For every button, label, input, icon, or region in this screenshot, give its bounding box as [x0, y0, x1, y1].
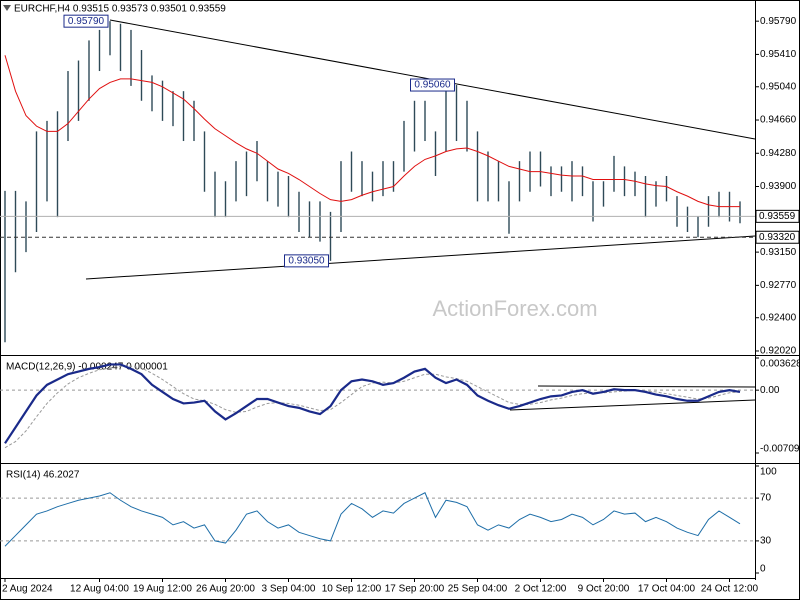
y-tick-label: 0.95790: [760, 16, 797, 27]
x-tick-label: 12 Aug 04:00: [70, 584, 129, 595]
price-label: 0.93320: [759, 232, 796, 243]
x-tick-label: 2 Oct 12:00: [515, 584, 567, 595]
watermark: ActionForex.com: [432, 296, 597, 321]
x-tick-label: 19 Aug 12:00: [133, 584, 192, 595]
y-tick-label: 0.95040: [760, 81, 797, 92]
x-tick-label: 17 Oct 04:00: [638, 584, 696, 595]
y-tick-label: 0.94280: [760, 148, 797, 159]
indicator-line: [4, 492, 741, 547]
annotation-label: 0.93050: [288, 256, 325, 267]
moving-average: [4, 55, 740, 208]
x-tick-label: 2 Aug 2024: [2, 584, 53, 595]
trend-line: [509, 399, 756, 411]
indicator-line: [4, 363, 741, 444]
trend-line: [85, 235, 756, 280]
panel-title: RSI(14) 46.2027: [6, 470, 80, 481]
y-tick-label: 0.00: [760, 385, 780, 396]
annotation-label: 0.95790: [68, 16, 105, 27]
annotation-box: [284, 254, 329, 268]
x-tick-label: 3 Sep 04:00: [262, 584, 316, 595]
y-tick-label: 0.92400: [760, 312, 797, 323]
y-tick-label: -0.007093: [760, 444, 800, 455]
y-tick-label: 0.92770: [760, 280, 797, 291]
x-tick-label: 9 Oct 20:00: [578, 584, 630, 595]
y-tick-label: 0: [760, 564, 766, 575]
price-label-box: [755, 230, 800, 244]
symbol-icon: [3, 5, 11, 11]
x-tick-label: 26 Aug 20:00: [196, 584, 255, 595]
panel-title: EURCHF,H4 0.93515 0.93573 0.93501 0.9355…: [14, 4, 226, 15]
y-tick-label: 0.93150: [760, 247, 797, 258]
trend-line: [537, 385, 756, 388]
y-tick-label: 0.94660: [760, 115, 797, 126]
annotation-label: 0.95060: [414, 80, 451, 91]
price-label-box: [755, 209, 800, 223]
y-tick-label: 0.003628: [760, 359, 800, 370]
annotation-box: [63, 14, 109, 28]
price-label: 0.93559: [759, 211, 796, 222]
y-tick-label: 0.95410: [760, 49, 797, 60]
panel-title: MACD(12,26,9) -0.000247 0.000001: [6, 362, 168, 373]
y-tick-label: 100: [760, 467, 777, 478]
y-tick-label: 70: [760, 493, 772, 504]
y-tick-label: 0.92020: [760, 346, 797, 357]
x-tick-label: 17 Sep 20:00: [385, 584, 445, 595]
x-tick-label: 10 Sep 12:00: [322, 584, 382, 595]
x-tick-label: 24 Oct 12:00: [701, 584, 759, 595]
y-tick-label: 0.93900: [760, 181, 797, 192]
annotation-box: [410, 78, 455, 92]
x-tick-label: 25 Sep 04:00: [448, 584, 508, 595]
y-tick-label: 30: [760, 536, 772, 547]
